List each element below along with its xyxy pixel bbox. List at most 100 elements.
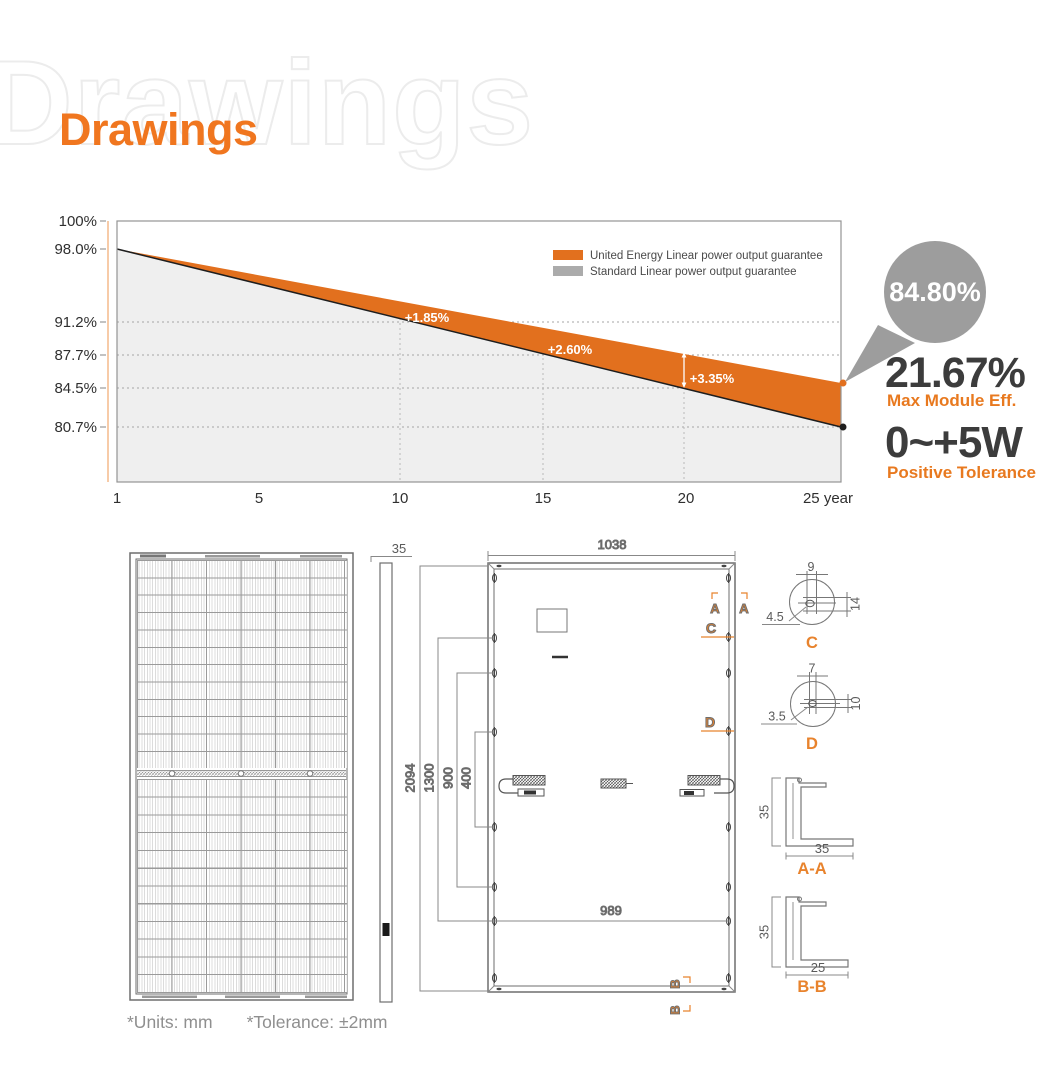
back-view-corner-screws <box>496 564 727 991</box>
plot-border <box>116 220 842 483</box>
x-tick-label: 5 <box>255 490 263 507</box>
united-energy-endpoint-dot <box>839 379 847 387</box>
busbar-rivet <box>237 770 245 777</box>
bubble-circle <box>884 241 986 343</box>
x-tick-label: 20 <box>678 490 695 507</box>
section-aa: 35 35 A-A <box>756 777 854 878</box>
x-tick-label: 15 <box>535 490 552 507</box>
busbar-rivet <box>168 770 176 777</box>
hole-dim-1300: 1300 <box>421 764 436 793</box>
y-tick-label: 84.5% <box>54 380 97 397</box>
footer-notes: *Units: mm *Tolerance: ±2mm <box>127 1012 387 1033</box>
section-mark-c: C <box>706 620 716 636</box>
gap-annotation-year10: +1.85% <box>405 310 450 325</box>
gap-arrow-year20 <box>681 352 687 388</box>
detail-d: 7 10 3.5 D <box>761 662 863 753</box>
y-tick-label: 91.2% <box>54 314 97 331</box>
width-dimension <box>487 551 736 561</box>
gap-annotation-year15: +2.60% <box>548 342 593 357</box>
section-mark-b: B <box>667 1005 682 1014</box>
standard-endpoint-dot <box>839 423 847 431</box>
front-view-top-ribbons <box>140 554 342 558</box>
nameplate-label <box>536 608 568 633</box>
detail-c: 9 14 4.5 C <box>762 560 862 652</box>
side-view-profile <box>379 562 393 1003</box>
front-view-cell-grid-bottom <box>137 779 347 993</box>
busbar-rivet <box>306 770 314 777</box>
max-efficiency-label: Max Module Eff. <box>887 391 1017 410</box>
section-aa-height: 35 <box>756 805 771 819</box>
hole-dim-900: 900 <box>440 767 455 789</box>
section-bb-height: 35 <box>756 925 771 939</box>
side-thickness-dim: 35 <box>392 541 406 556</box>
front-view-cell-grid-top <box>137 560 347 768</box>
section-mark-d: D <box>705 714 715 730</box>
back-view-corner-lines <box>487 562 736 993</box>
side-view-mounting-slot <box>382 923 390 936</box>
y-tick-label: 87.7% <box>54 347 97 364</box>
detail-c-hole: 4.5 <box>766 610 783 624</box>
detail-d-width: 7 <box>809 662 816 676</box>
junction-box-left <box>498 775 546 797</box>
mounting-holes-left <box>492 573 497 983</box>
gap-annotation-year20: +3.35% <box>690 371 735 386</box>
width-dim-value: 1038 <box>598 537 627 552</box>
watermark-text: Drawings <box>0 35 535 171</box>
detail-d-title: D <box>806 735 818 753</box>
standard-guarantee-line <box>116 248 842 428</box>
detail-d-height: 10 <box>849 697 863 711</box>
page-title: Drawings <box>59 104 258 155</box>
front-view-bottom-ribbons <box>142 995 347 998</box>
bubble-value: 84.80% <box>889 277 981 307</box>
bubble-tail <box>845 325 915 382</box>
junction-box-middle <box>600 778 633 789</box>
detail-c-width: 9 <box>808 560 815 574</box>
legend-swatch-standard <box>553 266 583 276</box>
positive-tolerance-label: Positive Tolerance <box>887 463 1036 482</box>
max-efficiency-value: 21.67% <box>885 349 1026 397</box>
back-view-outer-frame <box>487 562 736 993</box>
front-view-inner-frame <box>135 558 348 995</box>
standard-guarantee-area <box>117 249 841 482</box>
junction-box-right <box>679 775 735 797</box>
section-mark-a: A <box>710 601 720 616</box>
module-back-view: 1038 989 2094 1300 900 400 A A C D B B <box>402 537 750 1016</box>
section-mark-a: A <box>739 601 749 616</box>
module-side-view: 35 <box>370 541 412 1003</box>
section-marks <box>683 592 748 1012</box>
front-view-center-busbar <box>137 770 346 777</box>
units-note: *Units: mm <box>127 1012 213 1032</box>
x-tick-label: 1 <box>113 490 121 507</box>
detail-c-height: 14 <box>848 597 862 611</box>
power-guarantee-chart: 100% 98.0% 91.2% 87.7% 84.5% 80.7% 1 5 1… <box>54 213 986 507</box>
chart-legend: United Energy Linear power output guaran… <box>553 250 823 278</box>
section-aa-title: A-A <box>797 860 826 878</box>
section-aa-width: 35 <box>815 841 829 856</box>
y-tick-marks <box>100 220 106 428</box>
height-dim-value: 2094 <box>402 764 417 793</box>
x-tick-label: 25 year <box>803 490 853 507</box>
detail-c-title: C <box>806 634 818 652</box>
bottom-width-dim-value: 989 <box>600 903 622 918</box>
positive-tolerance-value: 0~+5W <box>885 418 1023 467</box>
side-thickness-dim-line <box>370 556 412 562</box>
legend-label-standard: Standard Linear power output guarantee <box>590 266 797 278</box>
tolerance-note: *Tolerance: ±2mm <box>246 1012 388 1032</box>
back-view-inner-frame <box>493 568 730 987</box>
y-tick-label: 100% <box>59 213 97 230</box>
legend-swatch-united-energy <box>553 250 583 260</box>
section-bb: 35 25 B-B <box>756 896 849 996</box>
x-tick-label: 10 <box>392 490 409 507</box>
height-dim-brackets <box>419 565 494 992</box>
section-bb-title: B-B <box>797 978 826 996</box>
hole-dim-400: 400 <box>458 767 473 789</box>
front-view-outer-frame <box>129 552 354 1001</box>
module-front-view <box>129 552 354 1001</box>
section-bb-width: 25 <box>811 960 825 975</box>
detail-d-hole: 3.5 <box>768 710 785 724</box>
legend-label-united-energy: United Energy Linear power output guaran… <box>590 250 823 262</box>
y-tick-label: 80.7% <box>54 419 97 436</box>
y-tick-label: 98.0% <box>54 241 97 258</box>
section-mark-b: B <box>667 979 682 988</box>
